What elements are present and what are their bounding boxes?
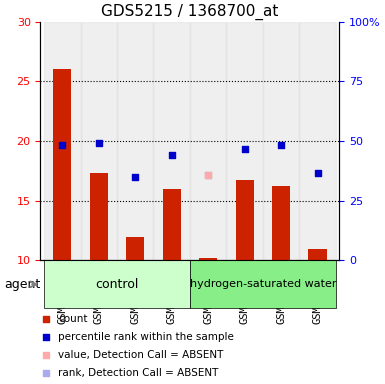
Bar bbox=[80, 22, 117, 260]
Bar bbox=[236, 180, 254, 260]
Text: rank, Detection Call = ABSENT: rank, Detection Call = ABSENT bbox=[59, 367, 219, 378]
Text: agent: agent bbox=[4, 278, 40, 291]
Point bbox=[59, 142, 65, 148]
Title: GDS5215 / 1368700_at: GDS5215 / 1368700_at bbox=[101, 4, 279, 20]
Bar bbox=[53, 70, 72, 260]
Point bbox=[315, 170, 321, 176]
Point bbox=[278, 142, 284, 148]
Bar bbox=[90, 173, 108, 260]
Point bbox=[241, 276, 248, 282]
Text: count: count bbox=[59, 314, 88, 324]
Text: percentile rank within the sample: percentile rank within the sample bbox=[59, 332, 234, 342]
Point bbox=[205, 171, 211, 177]
Text: hydrogen-saturated water: hydrogen-saturated water bbox=[190, 279, 336, 289]
Bar bbox=[300, 22, 336, 260]
Bar bbox=[199, 258, 217, 260]
Point bbox=[241, 113, 248, 119]
Bar bbox=[44, 22, 80, 260]
Point bbox=[205, 171, 211, 177]
Bar bbox=[272, 187, 290, 260]
Bar bbox=[126, 237, 144, 260]
Point bbox=[132, 174, 138, 180]
Point bbox=[169, 152, 175, 159]
Bar bbox=[117, 22, 154, 260]
Bar bbox=[190, 22, 226, 260]
Text: control: control bbox=[95, 278, 139, 291]
Bar bbox=[308, 248, 327, 260]
Bar bbox=[226, 22, 263, 260]
Bar bbox=[154, 22, 190, 260]
Text: value, Detection Call = ABSENT: value, Detection Call = ABSENT bbox=[59, 350, 224, 360]
Point bbox=[241, 146, 248, 152]
Bar bbox=[263, 22, 300, 260]
FancyBboxPatch shape bbox=[44, 260, 190, 308]
Bar bbox=[162, 189, 181, 260]
FancyBboxPatch shape bbox=[190, 260, 336, 308]
Point bbox=[96, 141, 102, 147]
